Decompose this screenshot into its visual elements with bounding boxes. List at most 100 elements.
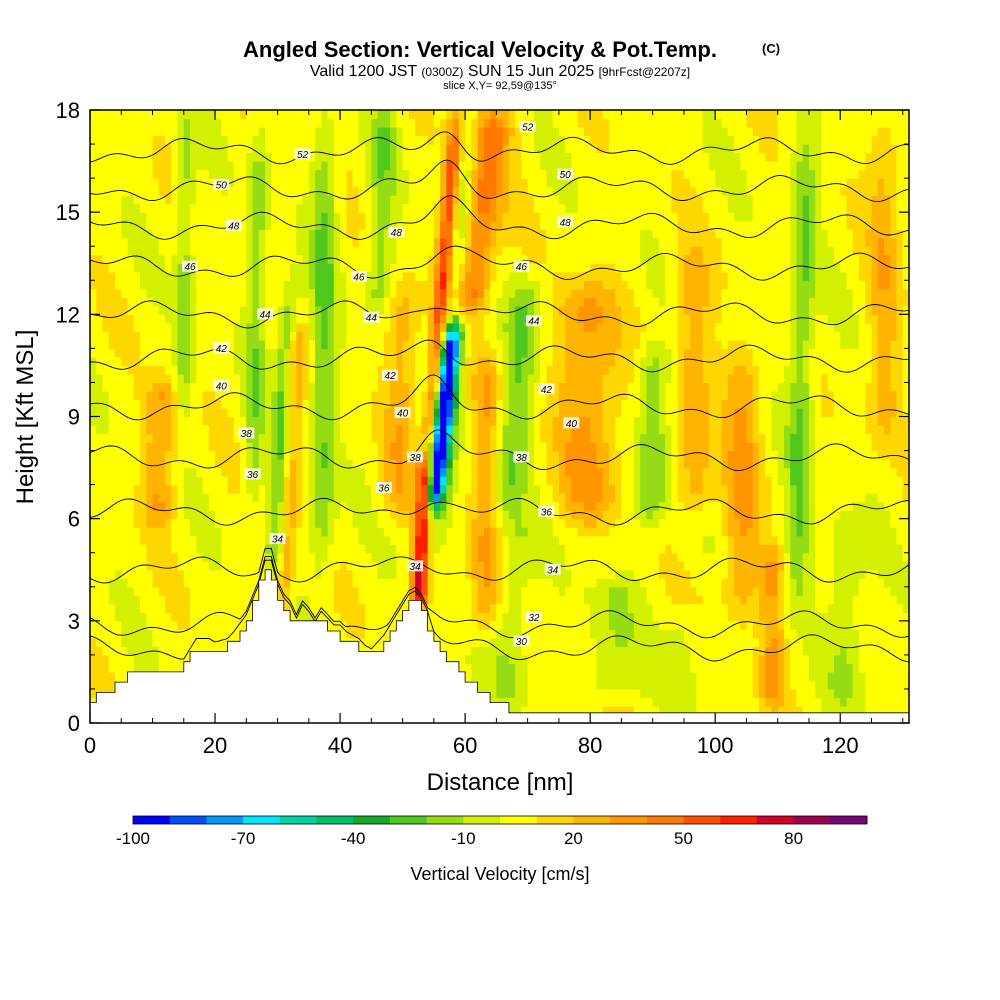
velocity-cell <box>158 654 166 664</box>
velocity-cell <box>302 501 310 511</box>
velocity-cell <box>740 399 748 409</box>
velocity-cell <box>221 629 229 639</box>
velocity-cell <box>383 629 391 639</box>
velocity-cell <box>665 697 673 707</box>
velocity-cell <box>515 578 522 588</box>
velocity-cell <box>902 416 909 426</box>
velocity-cell <box>590 476 597 486</box>
velocity-cell <box>121 612 129 622</box>
velocity-cell <box>396 578 404 588</box>
velocity-cell <box>802 433 810 443</box>
velocity-cell <box>115 586 122 596</box>
velocity-cell <box>527 697 535 707</box>
velocity-cell <box>558 637 566 647</box>
velocity-cell <box>471 501 479 511</box>
velocity-cell <box>202 569 210 579</box>
velocity-cell <box>590 535 597 545</box>
velocity-cell <box>883 407 891 418</box>
velocity-cell <box>227 603 235 613</box>
velocity-cell <box>771 578 779 588</box>
velocity-cell <box>177 569 185 579</box>
velocity-cell <box>102 501 110 511</box>
velocity-cell <box>390 569 397 579</box>
velocity-cell <box>902 527 909 537</box>
velocity-cell <box>508 450 516 460</box>
velocity-cell <box>96 646 104 656</box>
velocity-cell <box>102 510 110 520</box>
velocity-cell <box>183 654 191 664</box>
velocity-cell <box>402 459 410 469</box>
velocity-cell <box>902 552 909 562</box>
velocity-cell <box>152 586 160 596</box>
velocity-cell <box>227 467 235 477</box>
velocity-cell <box>271 476 279 486</box>
velocity-cell <box>677 407 685 418</box>
velocity-cell <box>246 442 254 452</box>
velocity-cell <box>383 510 391 520</box>
velocity-cell <box>265 561 272 571</box>
velocity-cell <box>190 501 197 511</box>
velocity-cell <box>296 569 304 579</box>
velocity-cell <box>296 459 304 469</box>
velocity-cell <box>808 620 816 630</box>
velocity-cell <box>727 671 735 682</box>
velocity-cell <box>102 620 110 630</box>
velocity-cell <box>246 535 254 545</box>
velocity-cell <box>496 450 504 460</box>
velocity-cell <box>265 433 272 443</box>
velocity-cell <box>627 433 635 443</box>
velocity-cell <box>165 476 172 486</box>
velocity-cell <box>721 595 729 605</box>
velocity-cell <box>358 578 366 588</box>
velocity-cell <box>752 450 760 460</box>
velocity-cell <box>677 646 685 656</box>
velocity-cell <box>302 586 310 596</box>
velocity-cell <box>708 407 716 418</box>
velocity-cell <box>890 586 898 596</box>
velocity-cell <box>615 671 623 682</box>
velocity-cell <box>633 493 641 503</box>
velocity-cell <box>290 586 297 596</box>
velocity-cell <box>746 612 754 622</box>
velocity-cell <box>890 603 898 613</box>
velocity-cell <box>883 654 891 664</box>
velocity-cell <box>596 484 604 494</box>
velocity-cell <box>746 484 754 494</box>
velocity-cell <box>765 484 773 494</box>
velocity-cell <box>658 399 666 409</box>
velocity-cell <box>383 578 391 588</box>
velocity-cell <box>583 620 591 630</box>
velocity-cell <box>833 459 841 469</box>
velocity-cell <box>652 620 660 630</box>
velocity-cell <box>733 535 741 545</box>
velocity-cell <box>540 637 547 647</box>
velocity-cell <box>565 407 572 418</box>
velocity-cell <box>858 586 866 596</box>
velocity-cell <box>383 425 391 435</box>
velocity-cell <box>858 561 866 571</box>
velocity-cell <box>152 595 160 605</box>
velocity-cell <box>571 484 579 494</box>
velocity-cell <box>696 620 704 630</box>
velocity-cell <box>458 552 466 562</box>
velocity-cell <box>546 425 554 435</box>
velocity-cell <box>715 467 723 477</box>
velocity-cell <box>702 663 710 673</box>
velocity-cell <box>558 433 566 443</box>
velocity-cell <box>502 586 510 596</box>
velocity-cell <box>221 416 229 426</box>
velocity-cell <box>96 390 104 401</box>
velocity-cell <box>483 578 491 588</box>
velocity-cell <box>765 688 773 699</box>
velocity-cell <box>121 569 129 579</box>
velocity-cell <box>577 603 585 613</box>
velocity-cell <box>815 544 823 554</box>
velocity-cell <box>133 629 141 639</box>
velocity-cell <box>152 612 160 622</box>
velocity-cell <box>783 476 791 486</box>
velocity-cell <box>783 535 791 545</box>
velocity-cell <box>858 705 866 716</box>
velocity-cell <box>408 595 416 605</box>
velocity-cell <box>615 416 623 426</box>
velocity-cell <box>152 425 160 435</box>
